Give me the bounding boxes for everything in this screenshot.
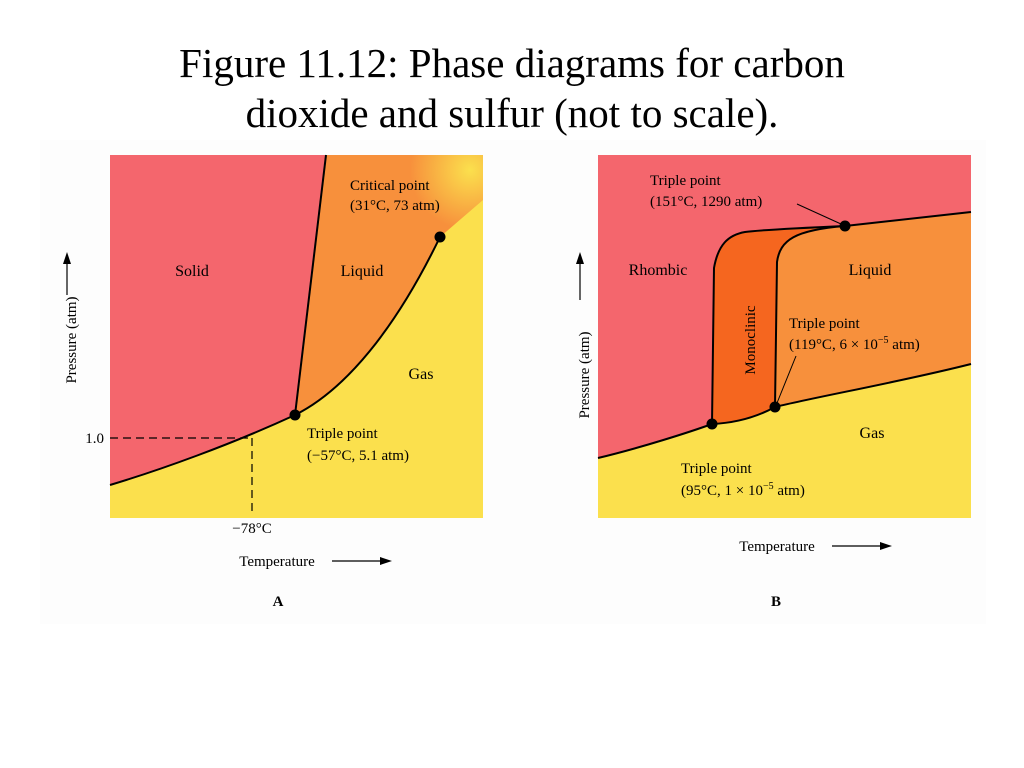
triple-point-marker (289, 409, 301, 421)
temperature-tick-label: −78°C (232, 521, 271, 537)
triple-point-mid-values-prefix: (119°C, 6 × 10 (789, 337, 878, 353)
x-axis-label-a: Temperature (239, 554, 315, 570)
caption-a: A (273, 594, 284, 610)
y-axis-label-a: Pressure (atm) (64, 296, 80, 383)
liquid-region (775, 212, 971, 407)
liquid-label: Liquid (849, 262, 892, 279)
liquid-gas-curve (774, 363, 972, 408)
triple-point-low-values: (95°C, 1 × 10−5 atm) (681, 481, 805, 499)
triple-point-top-values: (151°C, 1290 atm) (650, 194, 762, 210)
x-axis-arrow-head-a (380, 557, 392, 565)
slide-title: Figure 11.12: Phase diagrams for carbon … (0, 38, 1024, 138)
rhombic-region (598, 155, 971, 458)
triple-point-top-leader (796, 203, 842, 225)
rhombic-label: Rhombic (629, 262, 688, 279)
rhombic-gas-curve (597, 423, 713, 459)
y-axis-label-text-a: Pressure (atm) (64, 296, 80, 383)
title-line-1: Figure 11.12: Phase diagrams for carbon (179, 40, 845, 86)
triple-point-low-label: Triple point (681, 461, 753, 477)
triple-point-mid-values-suffix: atm) (889, 337, 920, 353)
triple-point-values: (−57°C, 5.1 atm) (307, 448, 409, 464)
triple-point-low-values-suffix: atm) (774, 483, 805, 499)
monoclinic-liquid-curve (774, 225, 846, 408)
diagram-a: Solid Liquid Gas Critical point (31°C, 7… (63, 154, 483, 610)
triple-point-top-marker (839, 220, 851, 232)
monoclinic-gas-curve (711, 406, 776, 425)
triple-point-mid-marker (769, 401, 781, 413)
y-axis-arrow-head-a (63, 252, 71, 264)
title-line-2: dioxide and sulfur (not to scale). (245, 90, 779, 136)
triple-point-low-values-prefix: (95°C, 1 × 10 (681, 483, 763, 499)
triple-point-label: Triple point (307, 426, 379, 442)
critical-point-values: (31°C, 73 atm) (350, 198, 440, 214)
solid-region (110, 155, 326, 485)
pressure-tick-label: 1.0 (85, 431, 104, 447)
solid-label: Solid (175, 263, 209, 280)
critical-point-marker (434, 231, 446, 243)
triple-point-low-values-exponent: −5 (763, 481, 774, 492)
triple-point-low-marker (706, 418, 718, 430)
triple-point-mid-values: (119°C, 6 × 10−5 atm) (789, 335, 920, 353)
x-axis-label-b: Temperature (739, 539, 815, 555)
triple-point-top-label: Triple point (650, 173, 722, 189)
x-axis-arrow-head-b (880, 542, 892, 550)
y-axis-arrow-head-b (576, 252, 584, 264)
vaporization-curve (294, 236, 441, 416)
y-axis-label-b: Pressure (atm) (577, 331, 593, 418)
monoclinic-label-group: Monoclinic (743, 305, 759, 374)
melting-curve (294, 154, 327, 416)
gas-label: Gas (860, 425, 885, 442)
critical-point-label: Critical point (350, 178, 430, 194)
y-axis-label-text-b: Pressure (atm) (577, 331, 593, 418)
triple-point-mid-label: Triple point (789, 316, 861, 332)
rhombic-monoclinic-curve (711, 225, 846, 425)
rhombic-liquid-curve (844, 211, 972, 227)
critical-point-glow (410, 155, 483, 235)
gas-label: Gas (409, 366, 434, 383)
triple-point-mid-leader (776, 355, 797, 404)
monoclinic-label: Monoclinic (743, 305, 759, 374)
caption-b: B (771, 594, 781, 610)
diagram-b: Rhombic Liquid Gas Monoclinic Triple poi… (576, 155, 972, 610)
monoclinic-region (712, 226, 845, 424)
liquid-label: Liquid (341, 263, 384, 280)
sublimation-curve (109, 414, 296, 486)
triple-point-mid-values-exponent: −5 (878, 335, 889, 346)
